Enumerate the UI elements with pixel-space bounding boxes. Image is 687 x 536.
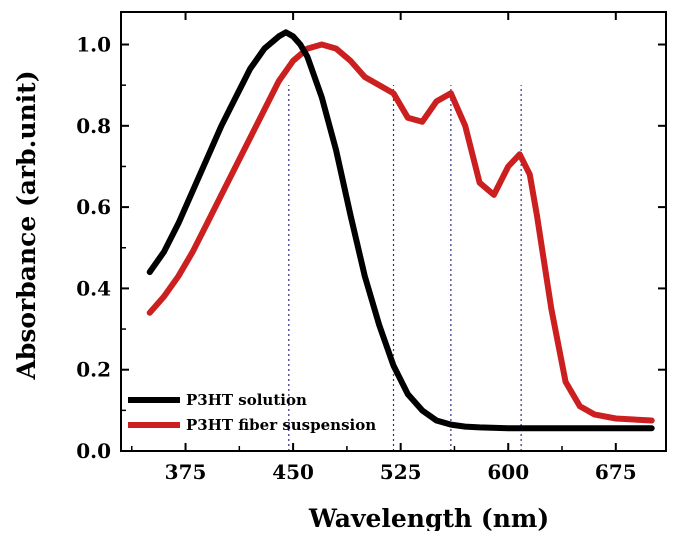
peak-markers [288,85,522,451]
legend: P3HT solution P3HT fiber suspension [128,391,376,434]
x-tick-label: 525 [380,460,422,484]
series-lines [146,29,655,432]
y-tick-label: 0.6 [76,195,111,219]
y-axis-title: Absorbance (arb.unit) [12,70,41,380]
y-tick-label: 1.0 [76,33,111,57]
series-line-1 [146,41,655,424]
legend-label-p3ht-solution: P3HT solution [186,391,307,409]
plot-frame [120,11,667,452]
x-tick-label: 600 [487,460,529,484]
y-tick-label: 0.0 [76,439,111,463]
y-tick-label: 0.4 [76,276,111,300]
x-tick-label: 375 [165,460,207,484]
y-tick-label: 0.8 [76,114,111,138]
y-tick-label: 0.2 [76,358,111,382]
x-tick-label: 450 [272,460,314,484]
legend-label-p3ht-fiber-suspension: P3HT fiber suspension [186,416,376,434]
series-line-0 [146,29,655,432]
x-tick-label: 675 [595,460,637,484]
x-axis-title: Wavelength (nm) [308,504,549,531]
ticks: 375 450 525 600 675 0.0 0.2 0.4 0.6 0.8 1.0 [76,12,666,484]
axes [120,11,667,452]
